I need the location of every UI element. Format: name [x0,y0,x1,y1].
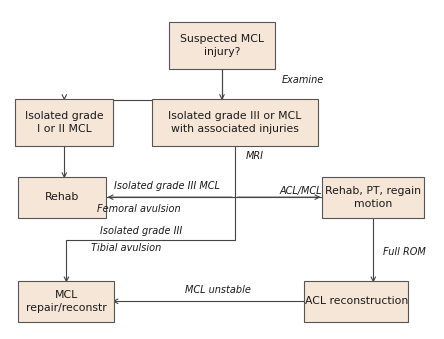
Text: MRI: MRI [246,151,263,160]
Text: Suspected MCL
injury?: Suspected MCL injury? [180,35,264,57]
Text: MCL
repair/reconstr: MCL repair/reconstr [26,290,107,313]
FancyBboxPatch shape [15,99,113,146]
FancyBboxPatch shape [19,177,106,218]
FancyBboxPatch shape [19,281,115,322]
Text: Tibial avulsion: Tibial avulsion [91,243,161,253]
Text: Isolated grade III MCL: Isolated grade III MCL [114,181,219,191]
FancyBboxPatch shape [169,22,275,69]
Text: Isolated grade III: Isolated grade III [100,226,182,236]
FancyBboxPatch shape [152,99,318,146]
Text: Examine: Examine [281,75,324,85]
Text: Rehab: Rehab [45,192,79,202]
Text: ACL/MCL: ACL/MCL [279,186,321,196]
Text: Femoral avulsion: Femoral avulsion [97,204,181,214]
FancyBboxPatch shape [304,281,408,322]
FancyBboxPatch shape [322,177,424,218]
Text: MCL unstable: MCL unstable [185,285,251,296]
Text: Isolated grade III or MCL
with associated injuries: Isolated grade III or MCL with associate… [168,111,301,134]
Text: Isolated grade
I or II MCL: Isolated grade I or II MCL [25,111,103,134]
Text: ACL reconstruction: ACL reconstruction [305,296,408,306]
Text: Full ROM: Full ROM [383,247,426,258]
Text: Rehab, PT, regain
motion: Rehab, PT, regain motion [325,186,421,208]
